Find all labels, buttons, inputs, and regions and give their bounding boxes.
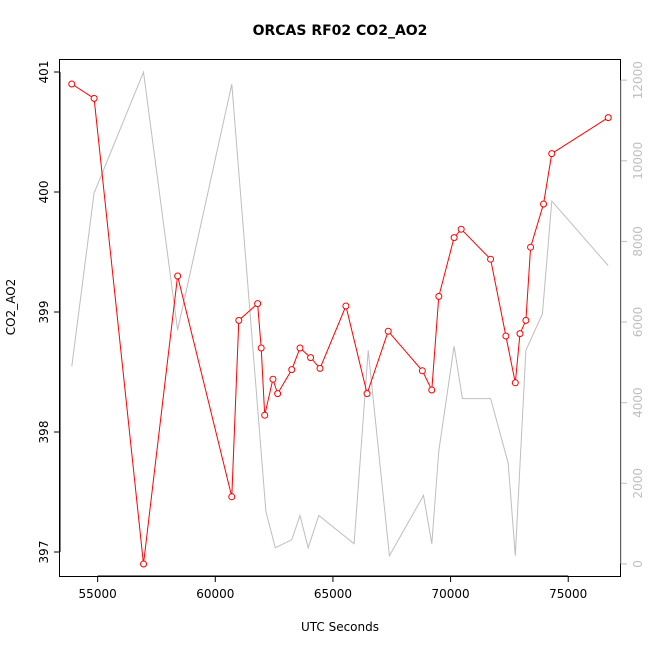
- primary-data-point: [522, 316, 530, 324]
- primary-data-point: [516, 330, 524, 338]
- y2-tick-label: 4000: [631, 387, 645, 418]
- primary-data-point: [228, 493, 236, 501]
- primary-data-point: [307, 354, 315, 362]
- primary-data-point: [235, 316, 243, 324]
- y-tick-label: 398: [37, 421, 51, 444]
- primary-data-point: [363, 390, 371, 398]
- y-tick-label: 400: [37, 181, 51, 204]
- primary-data-point: [288, 366, 296, 374]
- primary-data-point: [487, 255, 495, 263]
- primary-series-line: [71, 83, 609, 565]
- primary-data-point: [274, 390, 282, 398]
- primary-data-point: [269, 375, 277, 383]
- primary-data-point: [604, 114, 612, 122]
- primary-data-point: [540, 200, 548, 208]
- primary-data-point: [418, 367, 426, 375]
- plot-frame: [59, 59, 621, 577]
- y2-tick-label: 8000: [631, 226, 645, 257]
- x-tick-label: 70000: [431, 587, 469, 601]
- y-tick-label: 399: [37, 301, 51, 324]
- primary-data-point: [316, 364, 324, 372]
- primary-data-point: [140, 560, 148, 568]
- primary-data-point: [68, 80, 76, 88]
- primary-data-point: [384, 327, 392, 335]
- y2-tick-label: 12000: [631, 61, 645, 99]
- primary-data-point: [90, 94, 98, 102]
- y2-tick-label: 6000: [631, 307, 645, 338]
- primary-data-point: [548, 150, 556, 158]
- x-axis: 55000 60000 65000 70000 75000: [79, 575, 587, 601]
- primary-data-point: [296, 344, 304, 352]
- y-tick-label: 401: [37, 61, 51, 84]
- y2-tick-label: 10000: [631, 142, 645, 180]
- primary-data-point: [457, 225, 465, 233]
- chart-title: ORCAS RF02 CO2_AO2: [253, 23, 428, 39]
- primary-data-point: [254, 300, 262, 308]
- x-tick-label: 55000: [79, 587, 117, 601]
- y-tick-label: 397: [37, 541, 51, 564]
- y-axis-left: 397 398 399 400 401: [37, 61, 61, 564]
- primary-data-point: [511, 379, 519, 387]
- secondary-series-line: [71, 70, 609, 558]
- x-tick-label: 65000: [314, 587, 352, 601]
- y-axis-label: CO2_AO2: [4, 279, 18, 336]
- y-axis-right: 0 2000 4000 6000 8000 10000 12000: [620, 61, 645, 568]
- primary-data-point: [257, 344, 265, 352]
- y2-tick-label: 0: [631, 560, 645, 568]
- x-axis-label: UTC Seconds: [301, 620, 379, 634]
- primary-data-point: [174, 272, 182, 280]
- x-tick-label: 75000: [549, 587, 587, 601]
- y2-tick-label: 2000: [631, 468, 645, 499]
- x-tick-label: 60000: [196, 587, 234, 601]
- primary-data-point: [342, 302, 350, 310]
- primary-data-point: [450, 234, 458, 242]
- primary-data-point: [428, 386, 436, 394]
- primary-data-point: [527, 243, 535, 251]
- primary-data-point: [435, 292, 443, 300]
- primary-data-point: [502, 332, 510, 340]
- series-layer: [68, 70, 612, 568]
- primary-data-point: [261, 411, 269, 419]
